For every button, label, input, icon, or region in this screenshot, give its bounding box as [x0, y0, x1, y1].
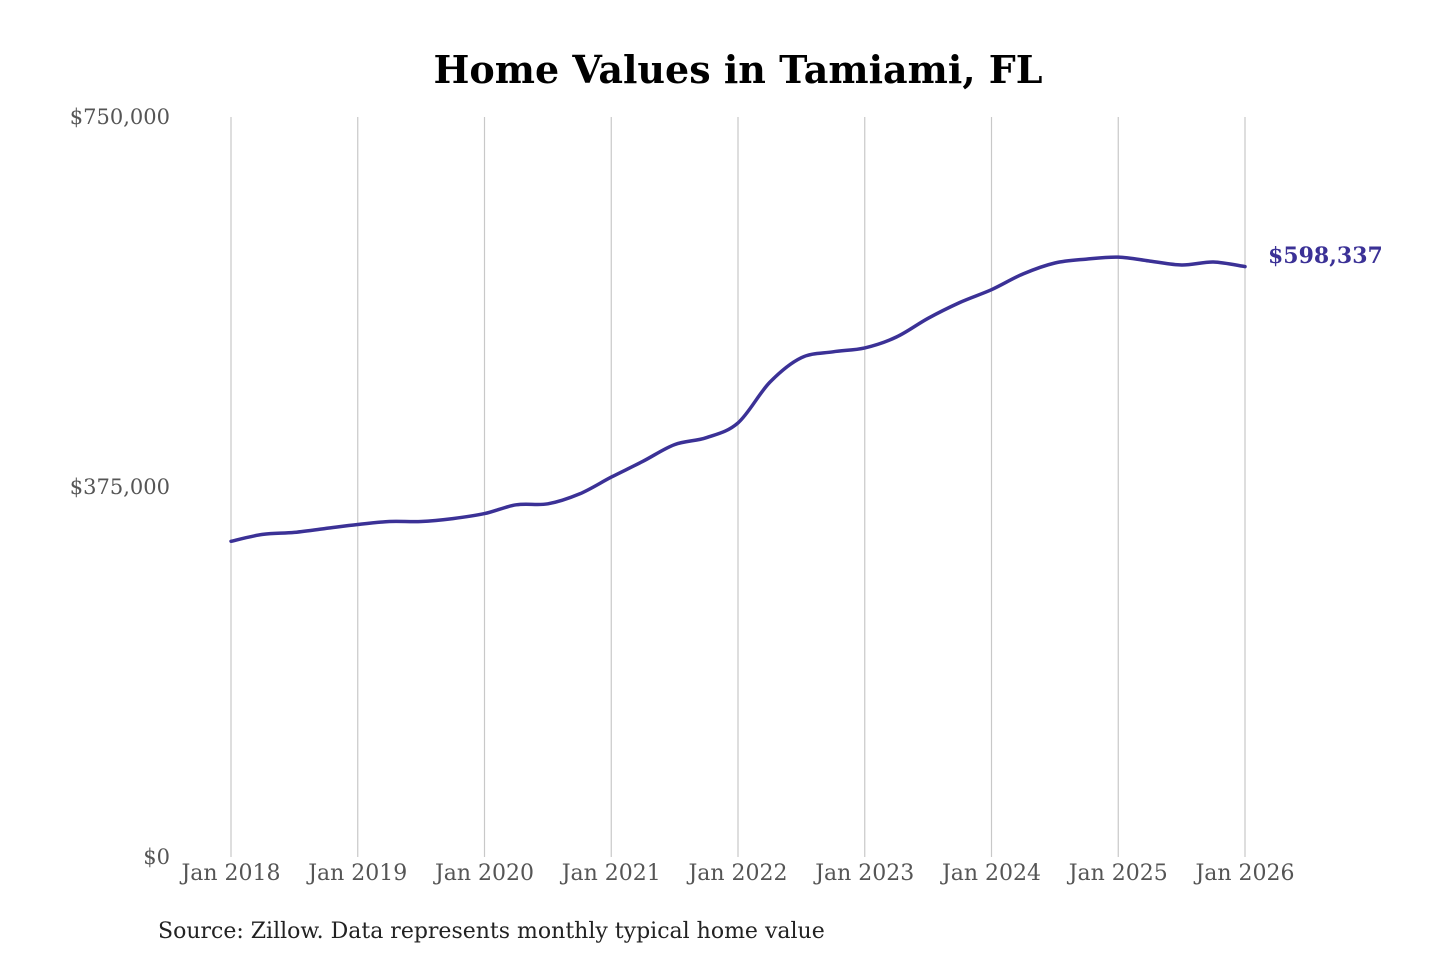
y-axis-ticks: $750,000 $375,000 $0: [70, 105, 170, 869]
x-tick-label: Jan 2023: [813, 861, 914, 886]
series-line-home-value: [229, 255, 1247, 544]
y-tick-label: $750,000: [70, 105, 170, 129]
x-tick-label: Jan 2021: [560, 861, 661, 886]
x-tick-label: Jan 2026: [1193, 861, 1294, 886]
x-tick-label: Jan 2020: [433, 861, 534, 886]
x-tick-label: Jan 2019: [306, 861, 407, 886]
end-value-label: $598,337: [1268, 243, 1383, 269]
chart-title: Home Values in Tamiami, FL: [434, 47, 1043, 92]
x-tick-label: Jan 2018: [179, 861, 280, 886]
y-tick-label: $375,000: [70, 475, 170, 499]
gridlines: [230, 117, 1246, 857]
x-tick-label: Jan 2022: [686, 861, 787, 886]
x-tick-label: Jan 2024: [940, 861, 1041, 886]
y-tick-label: $0: [143, 845, 170, 869]
source-note: Source: Zillow. Data represents monthly …: [158, 919, 825, 944]
x-axis-ticks: Jan 2018 Jan 2019 Jan 2020 Jan 2021 Jan 2022…: [179, 861, 1294, 886]
x-tick-label: Jan 2025: [1067, 861, 1168, 886]
